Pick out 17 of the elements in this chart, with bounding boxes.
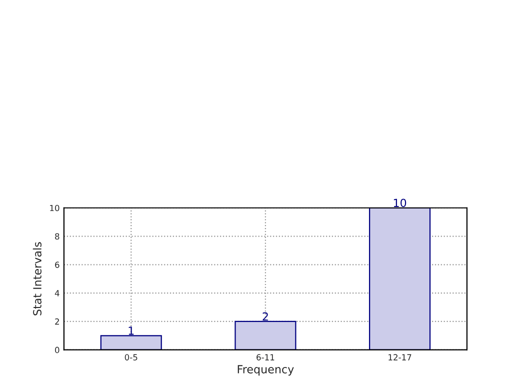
x-tick-label: 0-5 bbox=[124, 354, 138, 360]
bar bbox=[369, 208, 431, 350]
y-tick-label: 8 bbox=[55, 233, 60, 240]
y-tick-label: 4 bbox=[54, 290, 60, 296]
data-label: 2 bbox=[262, 312, 268, 321]
bar bbox=[234, 320, 296, 350]
data-label: 1 bbox=[128, 326, 134, 335]
y-axis-title: Stat Intervals bbox=[32, 242, 42, 316]
x-tick-label: 12-17 bbox=[388, 354, 412, 360]
data-label: 10 bbox=[394, 198, 406, 208]
y-tick-label: 2 bbox=[55, 318, 59, 325]
y-tick-label: 10 bbox=[50, 204, 60, 212]
y-tick-label: 6 bbox=[55, 262, 60, 268]
x-axis-title: Frequency bbox=[238, 365, 294, 376]
x-tick-label: 6-11 bbox=[256, 354, 274, 360]
y-tick-label: 0 bbox=[55, 346, 60, 354]
bar bbox=[100, 335, 162, 350]
